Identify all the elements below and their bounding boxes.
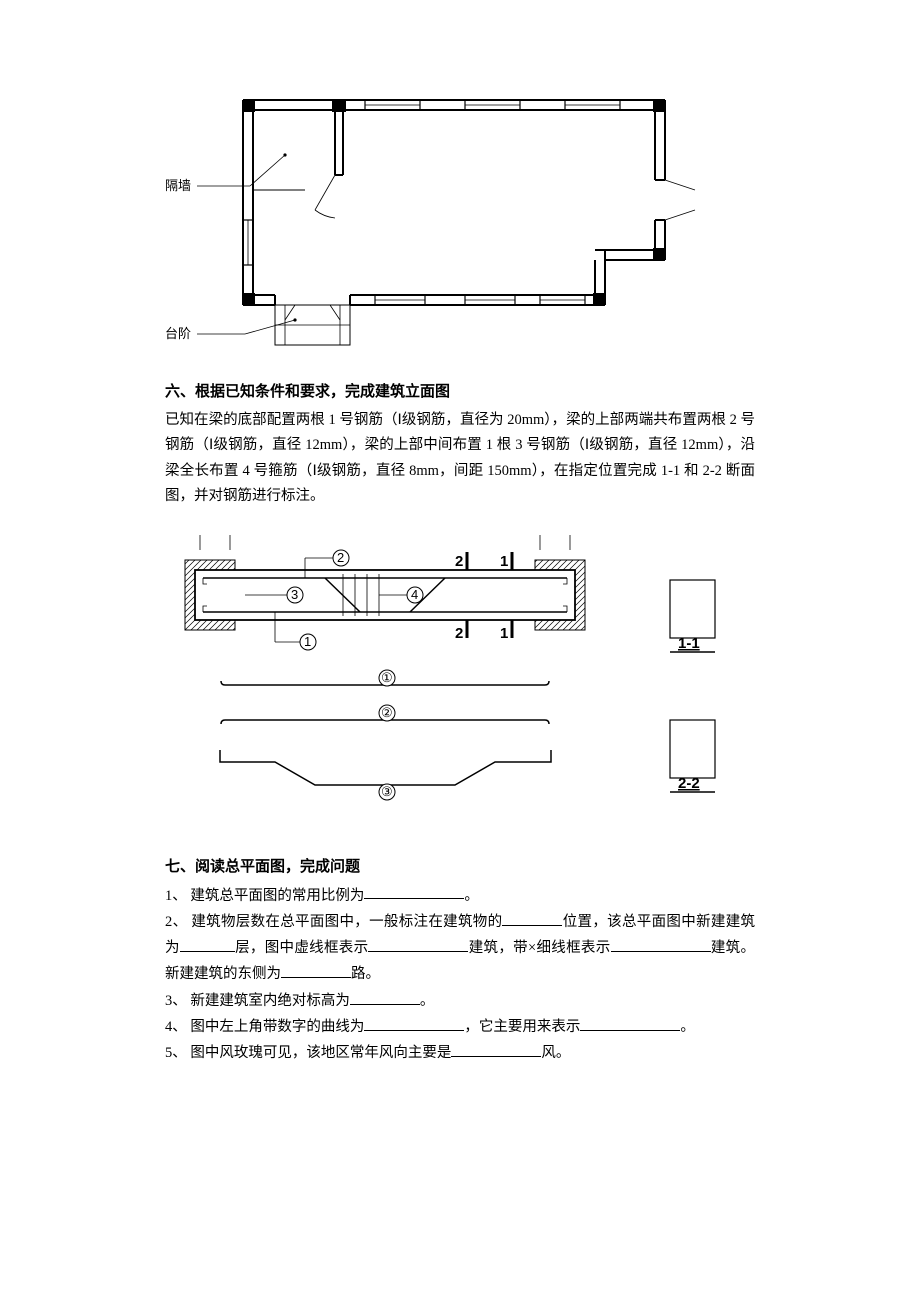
label-row2: ② — [381, 705, 393, 720]
section-7-title: 七、阅读总平面图，完成问题 — [165, 855, 755, 879]
label-b2: 2 — [337, 550, 344, 565]
q2: 2、 建筑物层数在总平面图中，一般标注在建筑物的位置，该总平面图中新建建筑为层，… — [165, 909, 755, 988]
win-top-2 — [465, 100, 520, 110]
win-bot-1 — [375, 295, 425, 305]
floor-plan-diagram: 隔墙 台阶 — [165, 60, 755, 360]
q3: 3、 新建建筑室内绝对标高为 。 — [165, 988, 755, 1014]
top-ticks — [200, 535, 570, 550]
interior-door-arc — [315, 210, 335, 218]
q1-blank[interactable] — [364, 883, 464, 900]
q2-p1: 2、 建筑物层数在总平面图中，一般标注在建筑物的 — [165, 914, 502, 930]
q3-pre: 3、 新建建筑室内绝对标高为 — [165, 993, 350, 1009]
svg-text:1: 1 — [500, 625, 508, 642]
q3-blank[interactable] — [350, 988, 420, 1005]
q1-pre: 1、 建筑总平面图的常用比例为 — [165, 887, 364, 903]
win-left — [243, 220, 253, 265]
svg-text:1: 1 — [500, 553, 508, 570]
svg-text:2: 2 — [455, 553, 463, 570]
door-right-leaf2 — [665, 210, 695, 220]
q1-post: 。 — [464, 887, 479, 903]
partition-wall-label: 隔墙 — [165, 178, 191, 193]
svg-text:2: 2 — [455, 625, 463, 642]
label-row3: ③ — [381, 784, 393, 799]
page-root: 隔墙 台阶 — [0, 0, 920, 1302]
section-6-title: 六、根据已知条件和要求，完成建筑立面图 — [165, 380, 755, 404]
section-box-2 — [670, 720, 715, 778]
door-right-leaf1 — [665, 180, 695, 190]
q5-p2: 风。 — [541, 1045, 570, 1061]
q5-blank[interactable] — [451, 1040, 541, 1057]
leader-partition-d — [250, 155, 285, 186]
label-b1: 1 — [304, 634, 311, 649]
q2-p3: 层，图中虚线框表示 — [235, 940, 369, 956]
leader-step-dot — [293, 318, 296, 321]
section-box-2-label: 2-2 — [678, 775, 700, 792]
q4-p1: 4、 图中左上角带数字的曲线为 — [165, 1019, 364, 1035]
q2-blank4[interactable] — [611, 935, 711, 952]
label-b3: 3 — [291, 587, 298, 602]
col-bl — [243, 293, 255, 305]
win-top-1 — [365, 100, 420, 110]
floor-plan-svg: 隔墙 台阶 — [165, 60, 725, 360]
porch-door-r — [330, 305, 340, 320]
q2-blank3[interactable] — [368, 935, 468, 952]
q2-blank5[interactable] — [281, 961, 351, 978]
section-box-1 — [670, 580, 715, 638]
q2-blank1[interactable] — [502, 909, 562, 926]
q3-post: 。 — [420, 993, 435, 1009]
win-bot-2 — [465, 295, 515, 305]
label-b4: 4 — [411, 587, 418, 602]
q2-p4: 建筑，带×细线框表示 — [468, 940, 610, 956]
sect-mark-2-top: 2 — [455, 552, 467, 570]
col-br-inner — [593, 293, 605, 305]
q4-p3: 。 — [680, 1019, 695, 1035]
sect-mark-1-bot: 1 — [500, 620, 512, 642]
interior-door-leaf — [315, 175, 335, 210]
col-tr — [653, 100, 665, 112]
section-6-paragraph: 已知在梁的底部配置两根 1 号钢筋（Ⅰ级钢筋，直径为 20mm），梁的上部两端共… — [165, 408, 755, 510]
q4-p2: ，它主要用来表示 — [464, 1019, 580, 1035]
beam-diagram: 2 1 2 1 2 3 — [165, 530, 755, 830]
col-br-outer — [653, 248, 665, 260]
wall-interior-upper — [335, 110, 343, 175]
wall-left — [243, 100, 253, 305]
section-box-1-label: 1-1 — [678, 635, 700, 652]
rebar-row-3 — [220, 750, 551, 785]
col-tl — [243, 100, 255, 112]
sect-mark-1-top: 1 — [500, 552, 512, 570]
q2-p6: 路。 — [351, 966, 380, 982]
leader-step-d — [245, 320, 295, 334]
beam-svg: 2 1 2 1 2 3 — [165, 530, 755, 830]
win-bot-3 — [540, 295, 585, 305]
step-label: 台阶 — [165, 326, 191, 341]
q4: 4、 图中左上角带数字的曲线为 ，它主要用来表示 。 — [165, 1014, 755, 1040]
col-t-int — [332, 100, 346, 112]
q5-p1: 5、 图中风玫瑰可见，该地区常年风向主要是 — [165, 1045, 451, 1061]
label-row1: ① — [381, 670, 393, 685]
q4-blank2[interactable] — [580, 1014, 680, 1031]
leader-partition-dot — [283, 153, 286, 156]
porch-door-l — [285, 305, 295, 320]
q4-blank1[interactable] — [364, 1014, 464, 1031]
win-top-3 — [565, 100, 620, 110]
q2-blank2[interactable] — [180, 935, 235, 952]
sect-mark-2-bot: 2 — [455, 620, 467, 642]
q1: 1、 建筑总平面图的常用比例为 。 — [165, 883, 755, 909]
q5: 5、 图中风玫瑰可见，该地区常年风向主要是 风。 — [165, 1040, 755, 1066]
